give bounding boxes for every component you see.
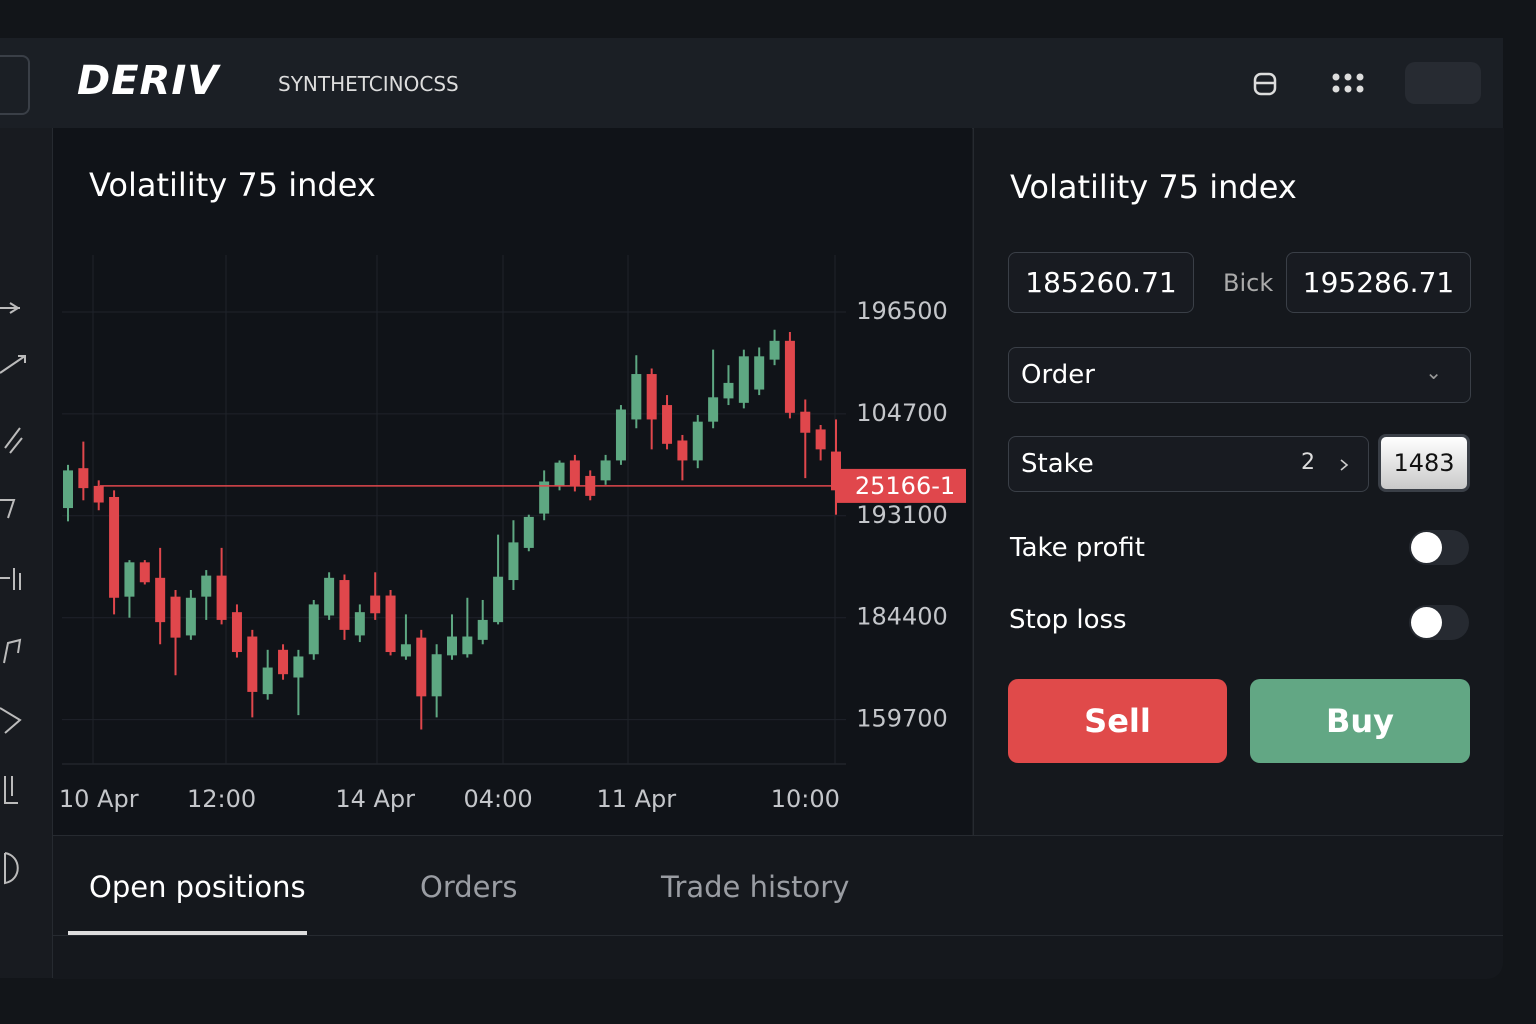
candle-body [662, 405, 673, 444]
candle-body [646, 374, 657, 420]
candle-body [216, 575, 227, 620]
x-tick-label: 11 Apr [596, 785, 676, 813]
candle-body [723, 382, 734, 399]
stake-multiplier: 2 [1301, 450, 1315, 475]
candle-body [385, 595, 396, 653]
candle-body [539, 481, 550, 514]
y-tick-label: 196500 [856, 297, 948, 325]
candle-body [78, 468, 89, 489]
candle-body [615, 409, 626, 461]
price-chart: Volatility 75 index 196500 104700 193100 18… [53, 128, 972, 835]
candle-body [339, 580, 350, 630]
candle-body [370, 595, 381, 614]
divider [53, 935, 1503, 936]
apps-icon[interactable] [1330, 72, 1366, 96]
buy-button[interactable]: Buy [1250, 679, 1470, 763]
candle-body [354, 612, 365, 636]
candle-body [93, 485, 104, 503]
candle-body [109, 496, 120, 598]
order-select[interactable]: Order ⌄ [1008, 347, 1471, 403]
tab[interactable]: Trade history [661, 870, 850, 904]
candle-body [231, 612, 242, 653]
candle-body [692, 421, 703, 461]
trade-panel: Volatility 75 index 185260.71 Bick 19528… [973, 128, 1504, 835]
candle-body [293, 656, 304, 678]
buy-price: 195286.71 [1286, 252, 1471, 313]
candle-body [63, 470, 73, 509]
candle-body [431, 654, 442, 697]
price-tag-label: 25166-1 [855, 472, 955, 500]
candle-body [600, 460, 611, 481]
candle-body [201, 575, 212, 597]
candle-body [800, 411, 811, 433]
product-name: SYNTHETCINOCSS [278, 72, 459, 96]
candle-body [308, 604, 319, 655]
x-tick-label: 12:00 [187, 785, 256, 813]
panel-title: Volatility 75 index [1010, 168, 1297, 206]
candle-body [155, 577, 166, 623]
sell-button[interactable]: Sell [1008, 679, 1227, 763]
candle-body [170, 596, 181, 638]
take-profit-label: Take profit [1010, 533, 1146, 563]
candle-body [400, 644, 411, 657]
chevron: ⌄ [1425, 360, 1442, 384]
stake-amount[interactable]: 1483 [1378, 434, 1470, 492]
candle-body [523, 516, 534, 548]
price-tag [836, 468, 966, 503]
candle-body [738, 356, 749, 403]
candle-body [677, 440, 688, 461]
candle-body [416, 637, 427, 697]
stop-loss-toggle[interactable] [1409, 605, 1469, 640]
x-tick-label: 14 Apr [335, 785, 415, 813]
price-separator: Bick [1223, 269, 1274, 297]
candle-body [262, 667, 273, 695]
candle-body [508, 542, 519, 581]
candle-body [631, 374, 642, 420]
candle-body [462, 636, 473, 655]
account-icon[interactable] [1252, 68, 1278, 98]
active-tab-indicator [68, 931, 307, 935]
x-tick-label: 04:00 [463, 785, 532, 813]
menu-button[interactable] [0, 55, 30, 115]
candle-body [769, 340, 780, 360]
x-tick-label: 10:00 [771, 785, 840, 813]
candle-body [708, 397, 719, 422]
candle-body [815, 429, 826, 450]
candle-body [754, 356, 765, 390]
candle-body [493, 576, 504, 623]
positions-tabs: Open positions Orders Trade history [53, 835, 1503, 979]
profile-button[interactable] [1405, 62, 1481, 104]
candle-body [569, 460, 580, 486]
tab[interactable]: Open positions [89, 870, 306, 904]
candle-body [139, 562, 150, 583]
tab[interactable]: Orders [420, 870, 518, 904]
y-tick-label: 184400 [856, 603, 948, 631]
candle-body [124, 562, 135, 597]
chart-title: Volatility 75 index [89, 166, 376, 204]
sell-price: 185260.71 [1008, 252, 1194, 313]
stop-loss-label: Stop loss [1009, 605, 1127, 635]
candle-body [784, 340, 795, 413]
candle-body [554, 462, 565, 486]
logo: DERIV [77, 58, 220, 104]
candle-body [247, 636, 258, 692]
candle-body [324, 577, 335, 616]
stake-arrow [1340, 459, 1349, 471]
x-tick-label: 10 Apr [59, 785, 139, 813]
candle-body [447, 636, 457, 656]
candle-body [185, 597, 196, 636]
y-tick-label: 159700 [856, 705, 948, 733]
candle-body [477, 619, 488, 640]
y-tick-label: 104700 [856, 399, 948, 427]
header: DERIV SYNTHETCINOCSS [0, 38, 1503, 129]
take-profit-toggle[interactable] [1409, 530, 1469, 565]
y-tick-label: 193100 [856, 501, 948, 529]
stake-field[interactable]: Stake 2 [1008, 436, 1369, 492]
tool-sidebar [0, 128, 53, 978]
candle-body [278, 649, 289, 675]
stake-label: Stake [1021, 449, 1094, 479]
order-label: Order [1021, 360, 1095, 390]
